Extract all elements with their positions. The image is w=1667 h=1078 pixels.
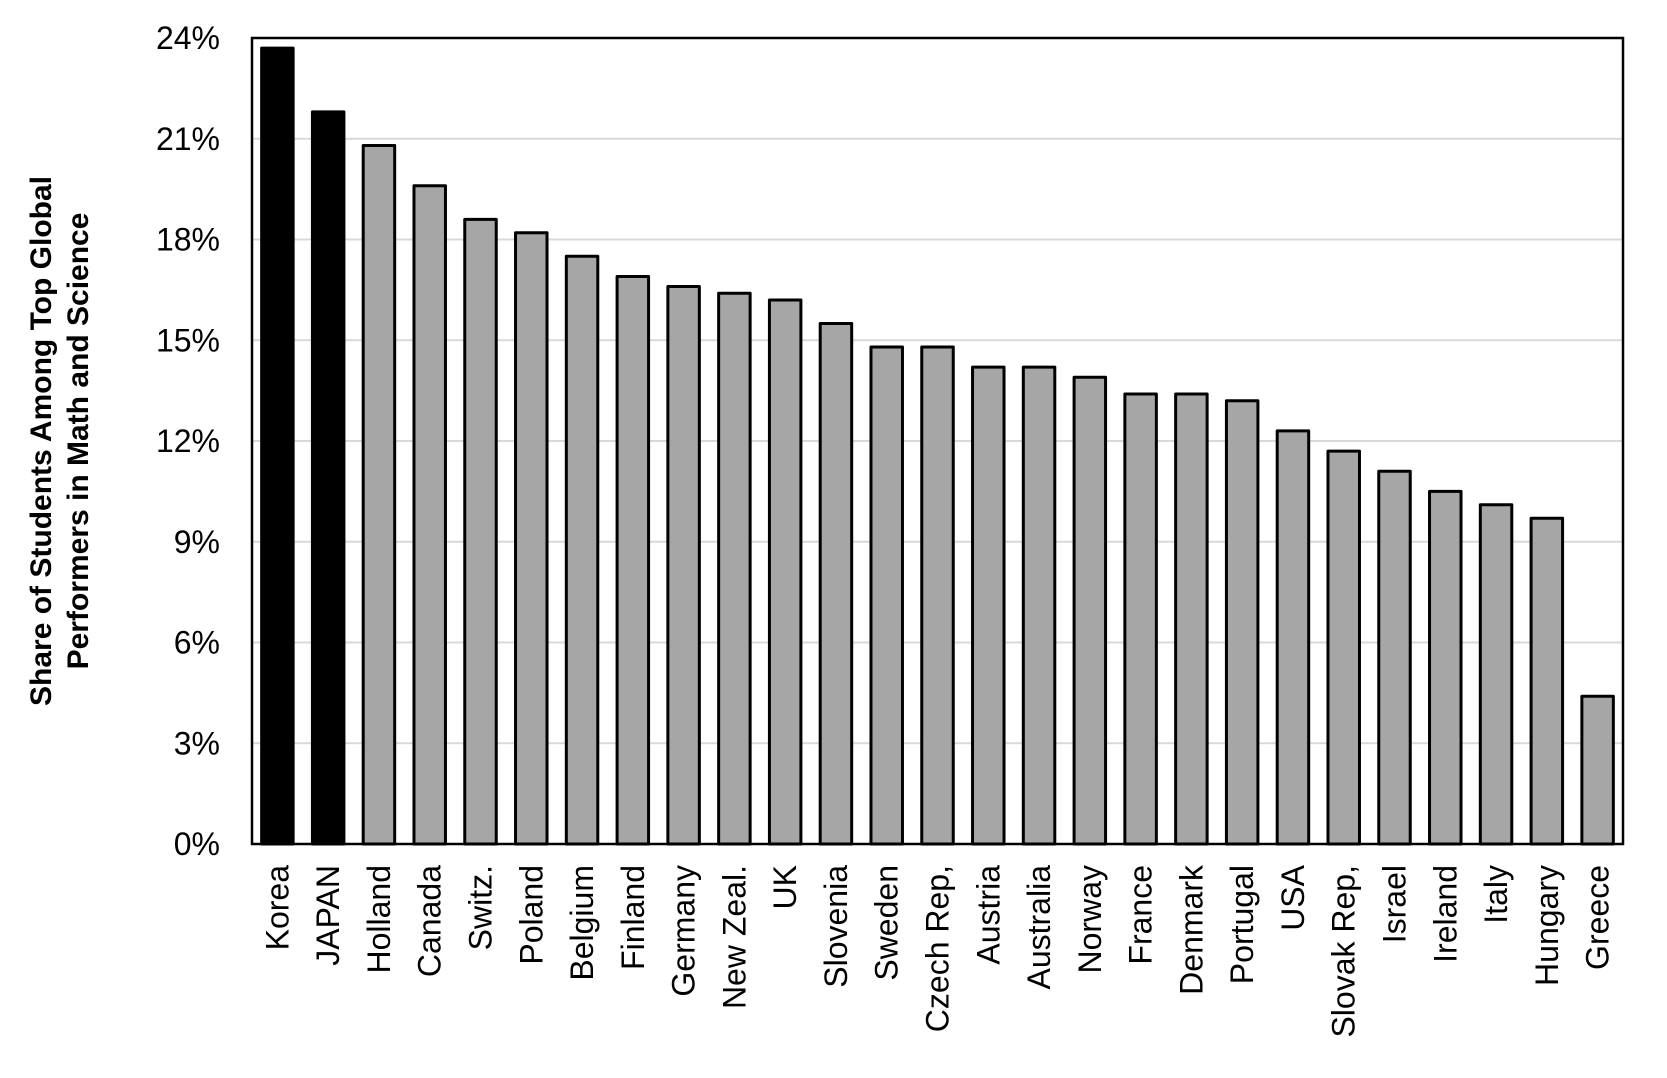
y-tick-label: 15% xyxy=(156,322,220,358)
y-tick-label: 24% xyxy=(156,20,220,56)
y-tick-labels: 0% 3% 6% 9% 12% 15% 18% 21% 24% xyxy=(156,20,220,862)
bar xyxy=(666,285,701,846)
bar xyxy=(869,345,904,846)
x-tick-label: UK xyxy=(767,865,803,909)
x-tick-label: Germany xyxy=(666,865,702,997)
x-tick-label: Poland xyxy=(513,865,549,965)
bar xyxy=(361,143,397,846)
x-tick-labels: Korea JAPAN Holland Canada Switz. Poland Belgi… xyxy=(259,864,1615,1038)
plot-frame xyxy=(250,36,1625,846)
x-tick-label: Israel xyxy=(1377,865,1413,943)
bar xyxy=(310,110,346,846)
x-tick-label: Canada xyxy=(412,865,448,977)
bar xyxy=(1021,365,1057,846)
x-tick-label: Holland xyxy=(361,865,397,974)
x-tick-label: Belgium xyxy=(564,865,600,981)
x-tick-label: Italy xyxy=(1478,865,1514,924)
x-tick-label: Greece xyxy=(1580,865,1616,970)
bar xyxy=(920,345,955,846)
bars xyxy=(260,46,1615,846)
x-tick-label: JAPAN xyxy=(310,865,346,966)
y-tick-label: 3% xyxy=(174,725,220,761)
x-tick-label: Australia xyxy=(1021,865,1057,990)
bar xyxy=(564,254,600,846)
bar xyxy=(1174,392,1209,846)
x-tick-label: Austria xyxy=(970,865,1006,965)
y-tick-label: 18% xyxy=(156,222,220,258)
x-tick-label: Portugal xyxy=(1224,865,1260,984)
bar xyxy=(818,321,854,846)
x-tick-label: USA xyxy=(1275,864,1311,930)
x-tick-label: Norway xyxy=(1072,865,1108,973)
y-tick-label: 12% xyxy=(156,423,220,459)
bar xyxy=(514,231,549,846)
bar xyxy=(1580,694,1615,846)
x-tick-label: Ireland xyxy=(1427,865,1463,963)
x-tick-label: New Zeal. xyxy=(716,865,752,1009)
bar xyxy=(1478,503,1514,846)
x-tick-label: Slovenia xyxy=(818,865,854,988)
bar xyxy=(260,46,295,846)
x-tick-label: Sweden xyxy=(869,865,905,981)
x-tick-label: Slovak Rep, xyxy=(1326,865,1362,1038)
bar xyxy=(717,291,752,846)
x-tick-label: Czech Rep, xyxy=(920,865,956,1032)
bar xyxy=(767,298,803,846)
y-tick-label: 21% xyxy=(156,121,220,157)
x-tick-label: France xyxy=(1123,865,1159,965)
x-tick-label: Korea xyxy=(259,865,295,951)
x-tick-label: Denmark xyxy=(1173,864,1209,995)
bar xyxy=(1529,516,1565,846)
x-tick-label: Hungary xyxy=(1529,865,1565,986)
y-tick-label: 9% xyxy=(174,524,220,560)
y-axis-label-line-1: Share of Students Among Top Global xyxy=(25,176,58,706)
x-tick-label: Finland xyxy=(615,865,651,970)
bar xyxy=(615,274,651,846)
x-tick-label: Switz. xyxy=(463,865,499,950)
bar xyxy=(1377,469,1412,846)
bar xyxy=(412,184,447,846)
bar xyxy=(1123,392,1158,846)
bar xyxy=(1428,489,1463,846)
bar xyxy=(1072,375,1108,846)
y-tick-label: 0% xyxy=(174,826,220,862)
bar xyxy=(1326,449,1361,846)
y-tick-label: 6% xyxy=(174,625,220,661)
bar xyxy=(1275,429,1311,846)
bar xyxy=(971,365,1006,846)
y-axis-label-line-2: Performers in Math and Science xyxy=(62,213,95,670)
bar xyxy=(463,217,498,846)
bar xyxy=(1224,399,1260,846)
